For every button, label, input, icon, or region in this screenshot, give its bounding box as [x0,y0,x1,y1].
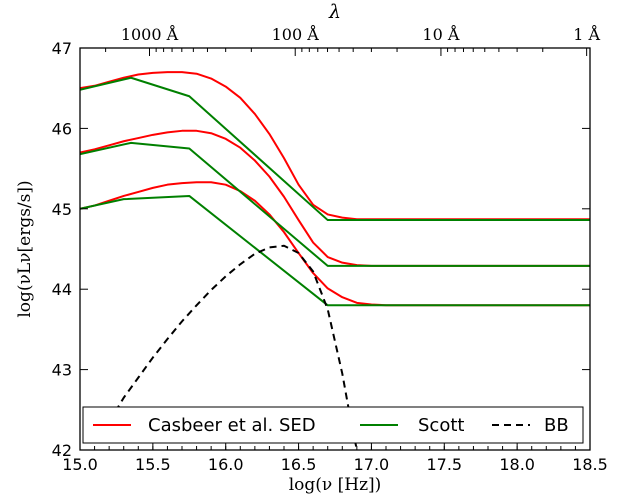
top-tick-label: 100 Å [272,24,320,44]
series-layer [80,71,590,450]
series-line-scott-5 [80,194,590,307]
y-tick-label: 44 [52,280,72,299]
x-tick-label: 15.0 [62,455,98,474]
top-tick-label: 1 Å [573,24,600,44]
legend-label-scott: Scott [418,415,464,436]
x-tick-label: 18.0 [499,455,535,474]
legend: Casbeer et al. SED Scott BB [82,406,584,444]
y-tick-label: 47 [52,39,72,58]
y-tick-label: 45 [52,200,72,219]
plot-frame [79,47,591,451]
x-tick-label: 15.5 [135,455,171,474]
plot-area [80,71,590,450]
x-axis-title: log(ν [Hz]) [289,475,382,495]
top-tick-label: 10 Å [422,24,459,44]
x-tick-label: 18.5 [572,455,608,474]
legend-label-casbeer: Casbeer et al. SED [148,415,316,436]
y-tick-label: 46 [52,119,72,138]
x-tick-label: 17.0 [354,455,390,474]
series-line-casbeer-et-al-sed-2 [80,181,590,307]
legend-label-bb: BB [544,415,569,436]
y-tick-label: 43 [52,361,72,380]
x-tick-label: 16.0 [208,455,244,474]
ticks-layer: 15.0 15.5 16.0 16.5 17.0 17.5 18.0 18.5 42 43 44 45… [52,24,608,474]
y-tick-label: 42 [52,441,72,460]
x-tick-label: 17.5 [426,455,462,474]
series-line-bb-6 [108,244,358,450]
y-axis-title: log(νLν[ergs/s]) [15,180,35,317]
legend-box [82,406,584,444]
series-line-scott-4 [80,141,590,267]
top-axis-title: λ [328,1,341,23]
top-tick-label: 1000 Å [121,24,179,44]
series-line-scott-3 [80,76,590,222]
x-tick-label: 16.5 [281,455,317,474]
